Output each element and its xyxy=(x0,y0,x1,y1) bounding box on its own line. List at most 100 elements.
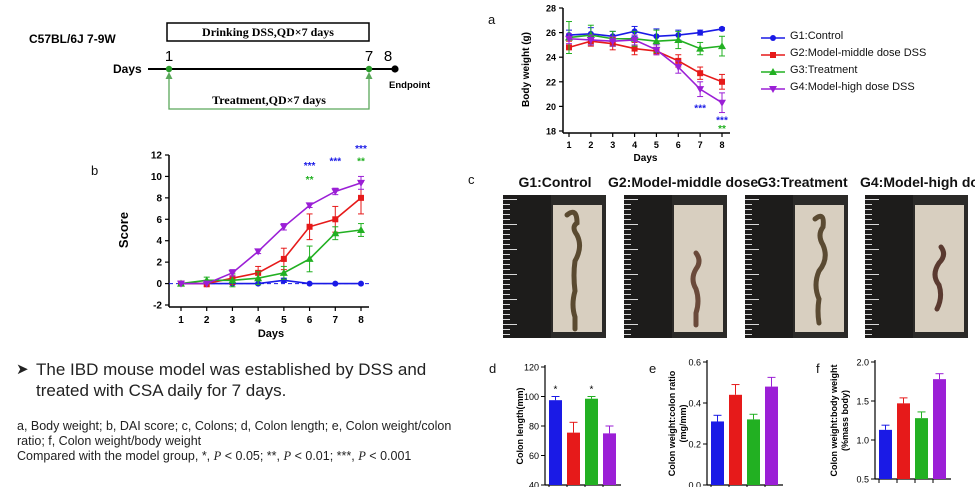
ruler-g3 xyxy=(745,195,793,338)
x-tick-label: 7 xyxy=(698,140,703,150)
panel-letter-d: d xyxy=(489,361,497,376)
x-tick-label: 5 xyxy=(281,315,287,326)
significance-label: * xyxy=(590,385,594,396)
y-tick-label: 0.0 xyxy=(688,481,701,487)
y-tick-label: 24 xyxy=(546,53,556,63)
bar-1 xyxy=(711,421,724,485)
data-point xyxy=(306,223,313,230)
x-tick-label: 6 xyxy=(307,315,313,326)
y-tick-label: 1.5 xyxy=(856,397,869,407)
legend-label-g1: G1:Control xyxy=(790,30,844,42)
timeline-diagram: Drinking DSS,QD×7 days C57BL/6J 7-9W Day… xyxy=(29,22,431,110)
data-point xyxy=(674,64,683,72)
legend-label-g4: G4:Model-high dose DSS xyxy=(790,81,915,93)
x-tick-label: 1 xyxy=(178,315,184,326)
data-point xyxy=(586,36,595,44)
data-point xyxy=(306,280,313,287)
data-point xyxy=(228,276,237,284)
x-tick-label: 4 xyxy=(632,140,637,150)
data-point xyxy=(718,42,726,50)
significance-label: ** xyxy=(718,124,726,135)
y-tick-label: 22 xyxy=(546,77,556,87)
bar-3 xyxy=(747,419,760,485)
panel-letter-b: b xyxy=(91,163,99,178)
bar-3 xyxy=(585,398,598,485)
y-tick-label: 18 xyxy=(546,127,556,137)
data-point xyxy=(718,99,726,107)
y-tick-label: 20 xyxy=(546,102,556,112)
data-point xyxy=(254,274,263,282)
y-tick-label: 26 xyxy=(546,28,556,38)
y-axis-title: Colon weight:colon ratio xyxy=(667,370,677,476)
bar-4 xyxy=(603,433,616,485)
day7-dot xyxy=(365,65,373,73)
data-point xyxy=(608,38,617,46)
y-axis-title: Score xyxy=(116,212,131,248)
data-point xyxy=(674,35,683,43)
colon-weight-ratio-chart: 0.0 0.2 0.4 0.6 Colon weight:colon ratio (mg/… xyxy=(667,358,783,487)
y-tick-label: 0.2 xyxy=(688,440,701,450)
y-axis-title: Body weight (g) xyxy=(521,32,532,107)
significance-label: *** xyxy=(694,103,706,114)
colon-length-chart: 40 60 80 100 120 Colon length(mm) * * xyxy=(515,363,621,487)
colon-specimen-g3 xyxy=(812,213,828,326)
y-tick-label: 0.4 xyxy=(688,399,701,409)
y-tick-label: 100 xyxy=(524,392,539,402)
bar-4 xyxy=(765,386,778,485)
y-tick-label: 120 xyxy=(524,363,539,373)
y-tick-label: -2 xyxy=(153,301,162,312)
data-point xyxy=(697,70,704,77)
data-point xyxy=(177,280,185,288)
data-point xyxy=(630,36,639,44)
data-point xyxy=(358,194,364,201)
photo-label-g1: G1:Control xyxy=(518,174,592,190)
bullet-arrow-icon: ➤ xyxy=(16,361,29,378)
drinking-box xyxy=(166,22,370,42)
data-point xyxy=(565,35,573,43)
data-point xyxy=(331,188,340,196)
day-tick-8: 8 xyxy=(384,48,392,65)
bar-2 xyxy=(729,394,742,485)
panel-letter-c: c xyxy=(468,172,475,187)
data-point xyxy=(696,44,705,52)
caption-line1: a, Body weight; b, DAI score; c, Colons;… xyxy=(17,419,452,448)
treatment-bracket xyxy=(168,74,370,110)
data-point xyxy=(697,29,704,36)
y-axis-title-unit: (%mass body) xyxy=(840,390,850,451)
y-tick-label: 0 xyxy=(156,279,162,290)
day-tick-7: 7 xyxy=(365,48,373,65)
significance-label: * xyxy=(554,385,558,396)
y-tick-label: 10 xyxy=(151,172,163,183)
x-axis-title: Days xyxy=(258,328,284,340)
data-point xyxy=(279,223,288,231)
data-point xyxy=(719,25,725,32)
series-line-2 xyxy=(181,197,362,285)
series-line-3 xyxy=(568,34,723,50)
x-tick-label: 3 xyxy=(230,315,236,326)
data-point xyxy=(358,280,364,287)
significance-label: *** xyxy=(329,157,341,168)
bar-1 xyxy=(549,400,562,485)
y-tick-label: 2 xyxy=(156,258,162,269)
x-tick-label: 8 xyxy=(719,140,724,150)
data-point xyxy=(652,37,661,45)
legend-item-g1: G1:Control xyxy=(760,30,975,47)
legend-item-g4: G4:Model-high dose DSS xyxy=(760,81,975,98)
panel-letter-a: a xyxy=(488,12,496,27)
y-tick-label: 40 xyxy=(529,481,539,487)
significance-label: *** xyxy=(716,116,728,127)
y-axis-title-unit: (mg/mm) xyxy=(678,404,688,442)
significance-label: *** xyxy=(355,145,367,155)
legend-item-g3: G3:Treatment xyxy=(760,64,975,81)
y-tick-label: 0.6 xyxy=(688,358,701,368)
y-tick-label: 8 xyxy=(156,193,162,204)
x-tick-label: 7 xyxy=(333,315,339,326)
colon-specimen-g4 xyxy=(932,244,947,312)
data-point xyxy=(332,216,339,223)
ruler-g1 xyxy=(503,195,551,338)
series-line-1 xyxy=(181,279,361,285)
y-axis-title: Colon weight:body weight xyxy=(829,365,839,477)
caption-line2: Compared with the model group, *, P < 0.… xyxy=(17,449,412,463)
panel-letter-f: f xyxy=(816,361,820,376)
